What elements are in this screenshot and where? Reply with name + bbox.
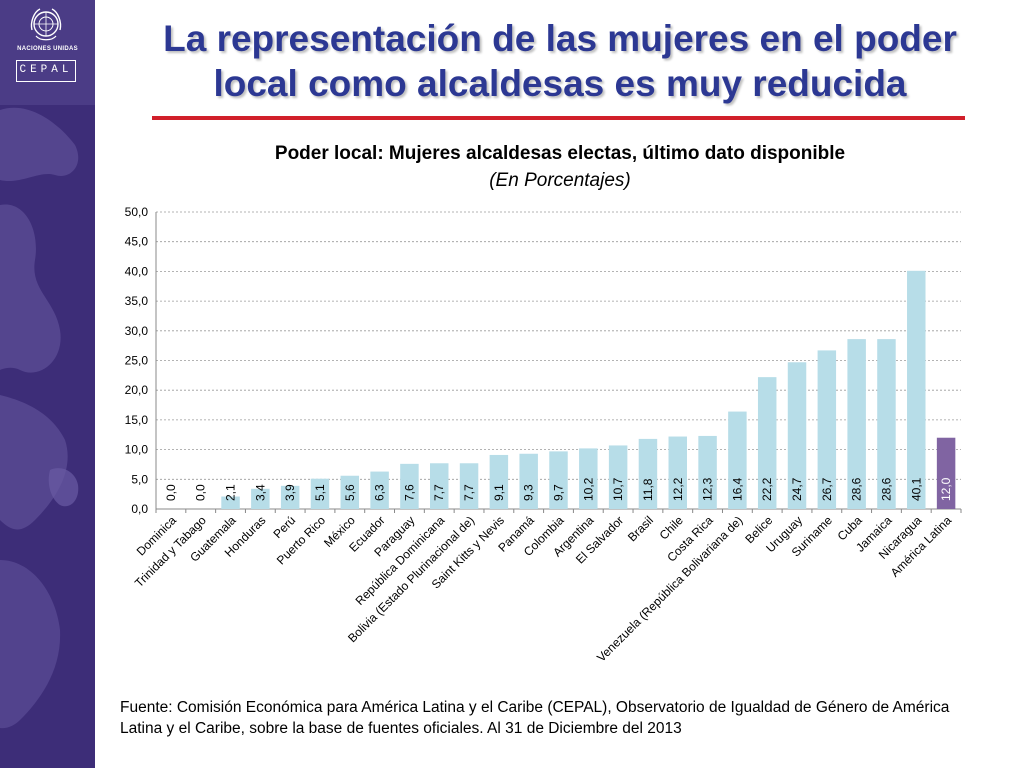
bar — [877, 339, 896, 509]
data-label: 10,2 — [581, 477, 595, 501]
y-tick-label: 30,0 — [125, 324, 149, 338]
y-tick-label: 25,0 — [125, 354, 149, 368]
slide-title: La representación de las mujeres en el p… — [100, 16, 1020, 106]
bar — [370, 471, 389, 509]
slide-title-line-2: local como alcaldesas es muy reducida — [213, 63, 907, 104]
bar — [221, 496, 240, 509]
bar — [429, 463, 449, 509]
bar — [698, 435, 717, 509]
data-label: 11,8 — [641, 478, 655, 501]
chart-title: Poder local: Mujeres alcaldesas electas,… — [274, 143, 846, 164]
un-name-label: NACIONES UNIDAS — [17, 46, 78, 52]
bar — [817, 350, 837, 509]
y-tick-label: 15,0 — [125, 413, 149, 427]
slide-title-line-1: La representación de las mujeres en el p… — [163, 18, 957, 59]
chart-subtitle: (En Porcentajes) — [489, 170, 631, 191]
bar — [579, 448, 598, 509]
data-label: 9,1 — [492, 484, 506, 501]
bar — [608, 445, 628, 509]
un-emblem-icon — [30, 8, 62, 41]
bar — [757, 377, 777, 509]
data-label: 24,7 — [790, 477, 804, 501]
bar — [310, 478, 330, 509]
bar — [489, 454, 509, 509]
bar — [638, 438, 658, 509]
data-label: 2,1 — [224, 484, 238, 501]
y-tick-label: 35,0 — [125, 294, 149, 308]
bar — [936, 437, 956, 509]
y-tick-label: 45,0 — [125, 235, 149, 249]
data-label: 7,6 — [402, 484, 416, 501]
data-label: 5,1 — [313, 484, 327, 501]
data-label: 28,6 — [879, 477, 893, 501]
bar — [280, 485, 300, 509]
data-label: 7,7 — [432, 484, 446, 501]
bar — [907, 270, 926, 509]
y-tick-label: 0,0 — [131, 502, 148, 516]
data-label: 9,3 — [522, 484, 536, 501]
bar — [847, 339, 866, 509]
bar — [340, 475, 360, 509]
data-label: 3,4 — [253, 484, 267, 501]
sidebar: NACIONES UNIDAS CEPAL — [0, 0, 95, 768]
data-label: 12,2 — [671, 477, 685, 501]
bar — [459, 463, 479, 509]
data-label: 26,7 — [820, 477, 834, 501]
x-category-label: Brasil — [625, 513, 656, 544]
world-map-background — [0, 107, 79, 729]
data-label: 6,3 — [373, 484, 387, 501]
data-label: 0,0 — [164, 484, 178, 501]
data-label: 7,7 — [462, 484, 476, 501]
data-label: 0,0 — [194, 484, 208, 501]
y-tick-label: 40,0 — [125, 264, 149, 278]
bar — [668, 436, 688, 509]
y-tick-label: 10,0 — [125, 443, 149, 457]
y-tick-label: 50,0 — [125, 205, 149, 219]
cepal-logo: CEPAL — [16, 60, 76, 82]
data-label: 22,2 — [760, 477, 774, 501]
y-tick-label: 5,0 — [131, 472, 148, 486]
data-label: 16,4 — [730, 477, 744, 501]
data-label: 12,3 — [701, 477, 715, 501]
bar — [787, 362, 807, 509]
un-logo: NACIONES UNIDAS CEPAL — [0, 0, 95, 105]
data-label: 3,9 — [283, 484, 297, 501]
data-label: 12,0 — [939, 477, 953, 501]
data-label: 28,6 — [850, 477, 864, 501]
data-label: 9,7 — [552, 484, 566, 501]
source-note: Fuente: Comisión Económica para América … — [120, 699, 950, 737]
bar — [728, 411, 747, 509]
data-label: 10,7 — [611, 477, 625, 501]
bar — [549, 451, 568, 509]
bar — [400, 463, 419, 509]
bar-chart: 0,0 5,0 10,0 15,0 20,0 25,0 30,0 35,0 40,0 45,0 50… — [125, 205, 962, 665]
y-tick-label: 20,0 — [125, 383, 149, 397]
data-label: 40,1 — [909, 477, 923, 501]
bar — [519, 453, 538, 509]
bar — [251, 488, 270, 509]
data-label: 5,6 — [343, 484, 357, 501]
title-underline — [152, 116, 965, 120]
